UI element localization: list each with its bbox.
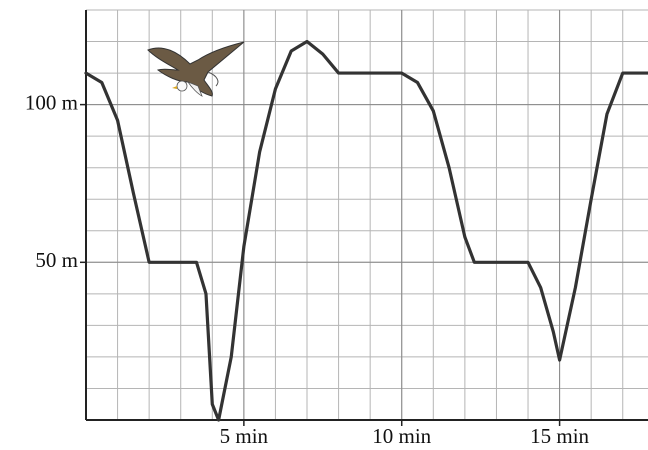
- eagle-illustration: [147, 41, 245, 97]
- x-tick-label: 15 min: [530, 424, 589, 448]
- y-tick-label: 100 m: [25, 90, 78, 114]
- y-tick-label: 50 m: [35, 248, 78, 272]
- x-tick-label: 5 min: [220, 424, 269, 448]
- x-tick-label: 10 min: [372, 424, 431, 448]
- grid: [86, 9, 648, 420]
- altitude-line: [84, 39, 648, 422]
